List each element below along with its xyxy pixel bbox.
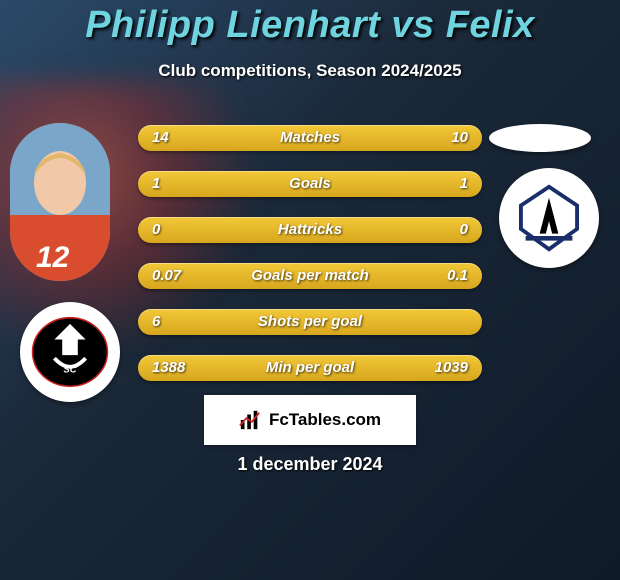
watermark-text: FcTables.com bbox=[269, 410, 381, 430]
player-photo-left: 12 bbox=[10, 123, 110, 281]
stat-label: Goals per match bbox=[138, 263, 482, 289]
chart-icon bbox=[239, 409, 261, 431]
stat-label: Shots per goal bbox=[138, 309, 482, 335]
stat-value-right: 0 bbox=[446, 217, 482, 243]
date-text: 1 december 2024 bbox=[0, 454, 620, 475]
stat-value-right: 1 bbox=[446, 171, 482, 197]
stat-value-right: 10 bbox=[437, 125, 482, 151]
stat-value-right bbox=[454, 309, 482, 335]
stat-row-goals-per-match: 0.07 Goals per match 0.1 bbox=[138, 263, 482, 289]
svg-text:SC: SC bbox=[64, 364, 77, 374]
stat-row-min-per-goal: 1388 Min per goal 1039 bbox=[138, 355, 482, 381]
subtitle: Club competitions, Season 2024/2025 bbox=[0, 61, 620, 81]
player-portrait-icon: 12 bbox=[10, 123, 110, 281]
club-badge-left: SC bbox=[20, 302, 120, 402]
stat-row-shots-per-goal: 6 Shots per goal bbox=[138, 309, 482, 335]
stat-row-matches: 14 Matches 10 bbox=[138, 125, 482, 151]
stats-container: 14 Matches 10 1 Goals 1 0 Hattricks 0 0.… bbox=[138, 125, 482, 401]
stat-label: Hattricks bbox=[138, 217, 482, 243]
player-photo-right-placeholder bbox=[489, 124, 591, 152]
freiburg-badge-icon: SC bbox=[31, 313, 109, 391]
stat-value-right: 0.1 bbox=[433, 263, 482, 289]
arminia-badge-icon bbox=[510, 179, 588, 257]
infographic-root: Philipp Lienhart vs Felix Club competiti… bbox=[0, 0, 620, 580]
watermark: FcTables.com bbox=[204, 395, 416, 445]
stat-label: Matches bbox=[138, 125, 482, 151]
shirt-number: 12 bbox=[36, 241, 70, 274]
club-badge-right bbox=[499, 168, 599, 268]
stat-row-goals: 1 Goals 1 bbox=[138, 171, 482, 197]
stat-label: Goals bbox=[138, 171, 482, 197]
page-title: Philipp Lienhart vs Felix bbox=[0, 0, 620, 47]
stat-row-hattricks: 0 Hattricks 0 bbox=[138, 217, 482, 243]
stat-value-right: 1039 bbox=[421, 355, 482, 381]
